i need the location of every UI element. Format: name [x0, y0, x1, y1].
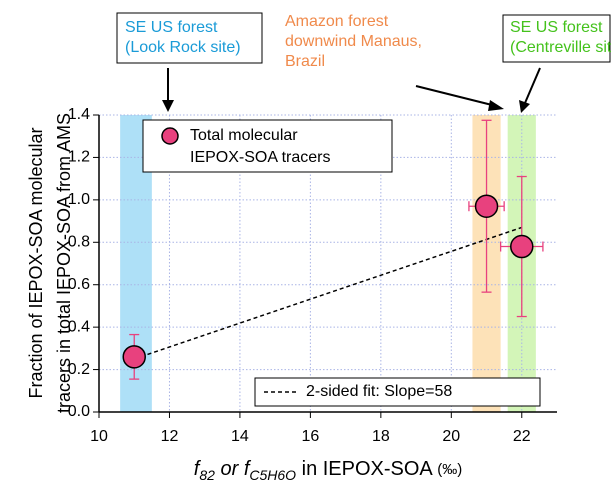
arrowheads — [162, 100, 530, 113]
x-axis-label-part: C5H6O — [249, 467, 296, 483]
arrows — [167, 67, 541, 107]
annotation: downwind Manaus, — [285, 33, 422, 50]
x-tick-label: 10 — [90, 428, 108, 445]
annotation: SE US forest — [510, 19, 603, 36]
arrow — [415, 85, 497, 107]
y-axis-label: Fraction of IEPOX-SOA molecular — [26, 127, 46, 398]
point — [474, 194, 499, 218]
point — [510, 234, 534, 259]
fit-legend-label: 2-sided fit: Slope=58 — [306, 383, 452, 400]
x-axis-label-part: 82 — [199, 467, 215, 483]
arrowhead — [488, 100, 504, 111]
annotation: Amazon forest — [285, 13, 389, 30]
fit-legend — [254, 377, 541, 407]
x-tick-label: 12 — [161, 428, 179, 445]
legend — [142, 119, 393, 173]
annotation: Brazil — [285, 53, 325, 70]
y-tick-label: 0.4 — [68, 318, 90, 335]
arrowhead — [519, 100, 530, 113]
y-tick-label: 0.6 — [68, 276, 90, 293]
y-tick-label: 0.8 — [68, 234, 90, 251]
annotation-box — [502, 14, 611, 63]
point — [122, 345, 146, 369]
y-tick-label: 1.2 — [68, 149, 90, 166]
annotation: SE US forest — [125, 19, 218, 36]
annotation: (Look Rock site) — [125, 39, 241, 56]
x-axis-label-part: f — [194, 458, 202, 480]
annotation-box — [116, 12, 263, 64]
y-tick-label: 1.0 — [68, 191, 90, 208]
y-tick-label: 0.0 — [68, 403, 90, 420]
x-tick-label: 22 — [513, 428, 531, 445]
x-axis-label-part: (‰) — [437, 461, 462, 478]
x-tick-label: 20 — [442, 428, 460, 445]
arrow — [524, 67, 541, 104]
x-tick-label: 16 — [301, 428, 319, 445]
x-tick-label: 14 — [231, 428, 249, 445]
annotation: (Centreville site) — [510, 39, 611, 56]
arrowhead — [162, 100, 174, 112]
y-tick-label: 1.4 — [68, 106, 90, 123]
y-tick-label: 0.2 — [68, 361, 90, 378]
x-axis-label-part: f — [244, 458, 252, 480]
y-axis-label: tracers in total IEPOX-SOA from AMS — [54, 113, 74, 413]
legend-label: IEPOX-SOA tracers — [190, 149, 330, 166]
x-axis-label: f82 or fC5H6O in IEPOX-SOA (‰) — [194, 458, 462, 482]
legend-label: Total molecular — [190, 127, 298, 144]
x-axis-label-part: in IEPOX-SOA — [296, 458, 437, 480]
x-axis-label-part: or — [215, 458, 244, 480]
fit-line — [133, 226, 523, 360]
x-tick-label: 18 — [372, 428, 390, 445]
legend-marker — [161, 127, 179, 145]
